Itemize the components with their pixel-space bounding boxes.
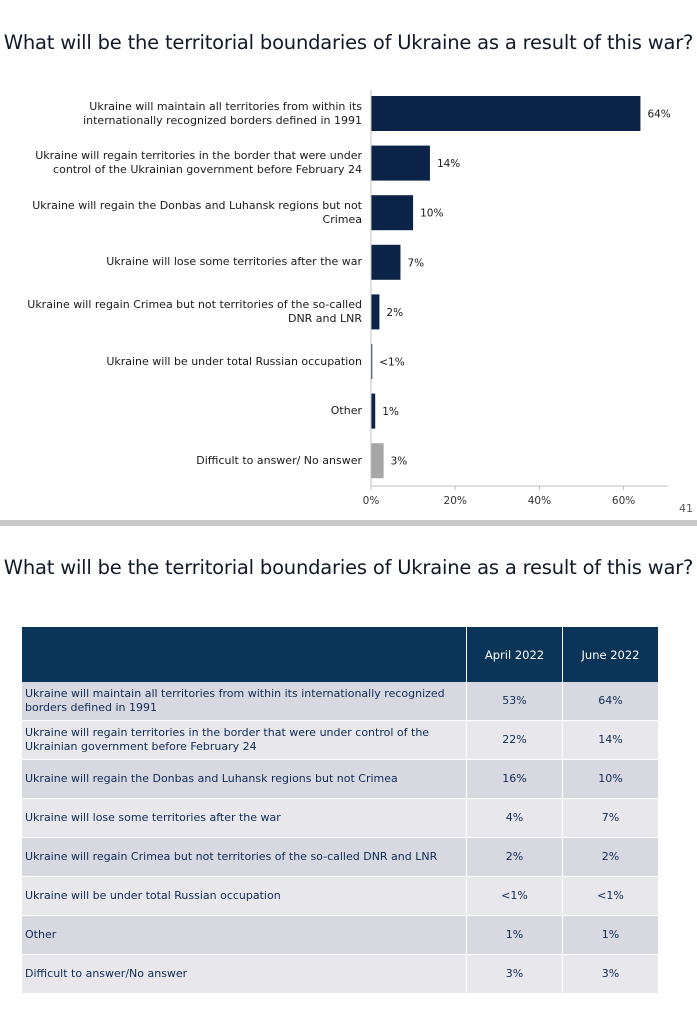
bar-chart: 64% 14% 10% 7% 2% <1% 1% 3% 0% 20% 40% 60% (363, 90, 671, 507)
june-value: 10% (563, 760, 658, 799)
category-label: Difficult to answer/ No answer (196, 453, 362, 467)
row-label: Ukraine will regain territories in the b… (22, 721, 467, 760)
category-label: Ukraine will regain the Donbas and Luhan… (32, 198, 362, 226)
april-value: 16% (467, 760, 563, 799)
category-label: Other (330, 404, 362, 418)
x-tick-label: 40% (528, 495, 551, 507)
bar (371, 195, 414, 231)
bar-data-label: 10% (420, 208, 443, 220)
april-value: 3% (467, 955, 563, 994)
april-value: <1% (467, 877, 563, 916)
x-tick-label: 20% (444, 495, 467, 507)
table-row: Ukraine will maintain all territories fr… (22, 682, 658, 721)
bar-data-label: 7% (407, 257, 424, 269)
bar-data-label: 2% (386, 307, 403, 319)
april-value: 53% (467, 682, 563, 721)
header-april-2022: April 2022 (467, 627, 563, 682)
april-value: 1% (467, 916, 563, 955)
row-label: Ukraine will maintain all territories fr… (22, 682, 467, 721)
june-value: 1% (563, 916, 658, 955)
x-tick-label: 0% (363, 495, 380, 507)
june-value: 2% (563, 838, 658, 877)
june-value: 64% (563, 682, 658, 721)
april-value: 4% (467, 799, 563, 838)
table-row: Other 1% 1% (22, 916, 658, 955)
april-value: 22% (467, 721, 563, 760)
category-label: Ukraine will be under total Russian occu… (106, 354, 362, 368)
header-empty (22, 627, 467, 682)
table-header-row: April 2022 June 2022 (22, 627, 658, 682)
table-row: Ukraine will be under total Russian occu… (22, 877, 658, 916)
bar (371, 244, 401, 280)
header-june-2022: June 2022 (563, 627, 658, 682)
bar (371, 344, 373, 379)
slide-chart: What will be the territorial boundaries … (3, 31, 694, 515)
page-number: 41 (679, 502, 693, 515)
table-row: Difficult to answer/No answer 3% 3% (22, 955, 658, 994)
table-row: Ukraine will regain territories in the b… (22, 721, 658, 760)
bar-data-label: 3% (391, 456, 408, 468)
category-label: Ukraine will maintain all territories fr… (83, 99, 362, 127)
category-label: Ukraine will regain Crimea but not terri… (27, 297, 362, 325)
june-value: 3% (563, 955, 658, 994)
table-row: Ukraine will regain the Donbas and Luhan… (22, 760, 658, 799)
slide-divider (0, 520, 697, 526)
bar (371, 393, 376, 429)
april-value: 2% (467, 838, 563, 877)
june-value: <1% (563, 877, 658, 916)
bar-data-label: 64% (647, 109, 670, 121)
june-value: 7% (563, 799, 658, 838)
row-label: Ukraine will lose some territories after… (22, 799, 467, 838)
table-title: What will be the territorial boundaries … (3, 556, 694, 579)
row-label: Ukraine will regain the Donbas and Luhan… (22, 760, 467, 799)
row-label: Other (22, 916, 467, 955)
bar (371, 294, 380, 330)
row-label: Ukraine will regain Crimea but not terri… (22, 838, 467, 877)
bar (371, 96, 641, 131)
chart-title: What will be the territorial boundaries … (3, 31, 694, 54)
comparison-table: April 2022 June 2022 Ukraine will mainta… (22, 627, 658, 994)
row-label: Difficult to answer/No answer (22, 955, 467, 994)
category-label: Ukraine will lose some territories after… (106, 255, 362, 269)
table-row: Ukraine will regain Crimea but not terri… (22, 838, 658, 877)
x-tick-label: 60% (612, 495, 635, 507)
category-label: Ukraine will regain territories in the b… (35, 149, 362, 177)
bar-data-label: 14% (437, 158, 460, 170)
june-value: 14% (563, 721, 658, 760)
slide-table: What will be the territorial boundaries … (0, 526, 697, 1024)
bar-data-label: <1% (379, 357, 404, 369)
table-row: Ukraine will lose some territories after… (22, 799, 658, 838)
bar (371, 443, 384, 479)
row-label: Ukraine will be under total Russian occu… (22, 877, 467, 916)
bar-data-label: 1% (382, 406, 399, 418)
bar (371, 145, 430, 181)
